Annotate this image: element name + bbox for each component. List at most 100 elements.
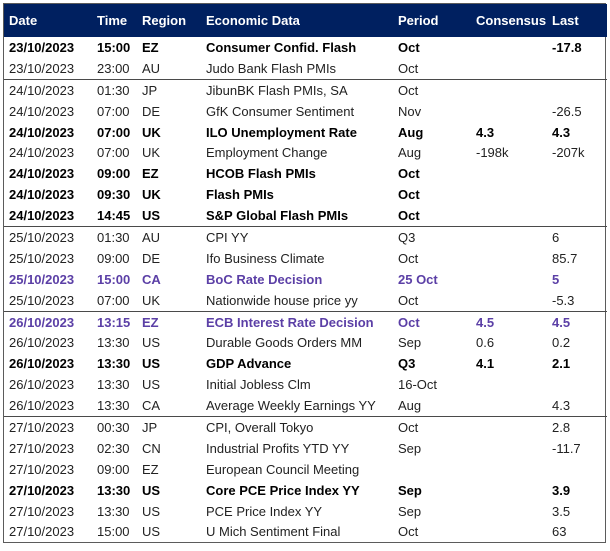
cell-date: 27/10/2023: [9, 461, 75, 477]
cell-region: JP: [137, 78, 201, 101]
table-row: 26/10/2023 13:15 EZ ECB Interest Rate Decis…: [4, 310, 607, 333]
cell-period: Sep: [398, 482, 422, 498]
cell-last: 4.3: [552, 124, 571, 140]
table-row: 26/10/2023 13:30 US Initial Jobless Clm 16-O…: [4, 374, 607, 395]
cell-time: 09:00: [97, 250, 130, 266]
cell-period: Sep: [398, 440, 422, 456]
cell-time: 09:00: [97, 461, 130, 477]
table-row: 25/10/2023 15:00 CA BoC Rate Decision 25 Oct…: [4, 269, 607, 290]
cell-region: US: [142, 377, 161, 393]
table-body: 23/10/2023 15:00 EZ Consumer Confid. Flash O…: [4, 37, 607, 542]
table-row: 24/10/2023 07:00 DE GfK Consumer Sentiment N…: [4, 101, 607, 122]
cell-time: 07:00: [97, 103, 130, 119]
cell-consensus: [471, 269, 547, 290]
cell-economic-data: Core PCE Price Index YY: [206, 482, 360, 498]
cell-economic-data: U Mich Sentiment Final: [206, 524, 341, 540]
cell-region: US: [142, 356, 161, 372]
cell-date: 23/10/2023: [9, 39, 75, 55]
cell-time: 13:30: [97, 398, 130, 414]
cell-region: UK: [142, 292, 161, 308]
cell-economic-data: ECB Interest Rate Decision: [201, 310, 393, 333]
cell-region: US: [142, 503, 161, 519]
cell-region: US: [142, 335, 161, 351]
cell-consensus: [471, 290, 547, 311]
cell-date: 25/10/2023: [4, 226, 92, 248]
cell-period: Oct: [393, 310, 471, 333]
table-row: 27/10/2023 09:00 EZ European Council Meetin…: [4, 459, 607, 480]
cell-period: Oct: [398, 60, 419, 76]
cell-period: [393, 459, 471, 480]
table-row: 24/10/2023 09:00 EZ HCOB Flash PMIs Oct: [4, 163, 607, 184]
cell-date: 24/10/2023: [9, 208, 75, 224]
cell-period: 16-Oct: [398, 377, 438, 393]
cell-date: 25/10/2023: [9, 292, 75, 308]
cell-consensus: [471, 101, 547, 122]
cell-last: [547, 163, 607, 184]
cell-last: 63: [552, 524, 567, 540]
cell-economic-data: ILO Unemployment Rate: [206, 124, 357, 140]
cell-time: 13:30: [97, 482, 131, 498]
cell-economic-data: Initial Jobless Clm: [206, 377, 311, 393]
cell-last: 4.5: [547, 310, 607, 333]
cell-economic-data: Employment Change: [206, 145, 328, 161]
header-region: Region: [137, 4, 201, 37]
cell-last: -26.5: [552, 103, 582, 119]
cell-date: 24/10/2023: [9, 103, 75, 119]
cell-region: US: [142, 524, 161, 540]
cell-period: Aug: [398, 145, 422, 161]
cell-economic-data: BoC Rate Decision: [206, 271, 323, 287]
cell-region: CN: [142, 440, 161, 456]
cell-last: 4.3: [552, 398, 571, 414]
cell-date: 25/10/2023: [9, 250, 75, 266]
cell-consensus: [471, 501, 547, 522]
cell-last: 5: [552, 271, 560, 287]
cell-period: Sep: [398, 335, 422, 351]
header-last: Last: [547, 4, 607, 37]
cell-economic-data: Durable Goods Orders MM: [206, 335, 363, 351]
cell-consensus: [471, 374, 547, 395]
cell-consensus: 4.1: [476, 356, 495, 372]
cell-region: UK: [142, 187, 161, 203]
cell-last: -11.7: [552, 440, 581, 456]
cell-consensus: [471, 480, 547, 501]
cell-region: JP: [137, 416, 201, 438]
cell-region: EZ: [142, 39, 159, 55]
cell-consensus: [471, 521, 547, 542]
cell-time: 09:30: [97, 187, 131, 203]
table-row: 27/10/2023 15:00 US U Mich Sentiment Final O…: [4, 521, 607, 542]
cell-last: [547, 205, 607, 226]
cell-economic-data: Average Weekly Earnings YY: [206, 398, 376, 414]
cell-time: 01:30: [92, 226, 137, 248]
cell-last: 2.8: [547, 416, 607, 438]
cell-time: 15:00: [97, 39, 131, 55]
cell-period: Oct: [398, 250, 419, 266]
cell-consensus: [471, 78, 547, 101]
cell-time: 23:00: [97, 60, 130, 76]
cell-time: 13:30: [97, 335, 130, 351]
cell-region: EZ: [142, 166, 159, 182]
cell-time: 15:00: [97, 524, 130, 540]
cell-consensus: [471, 58, 547, 79]
cell-time: 07:00: [97, 145, 130, 161]
cell-consensus: [471, 438, 547, 459]
cell-economic-data: Ifo Business Climate: [206, 250, 325, 266]
cell-last: -207k: [552, 145, 585, 161]
cell-last: 85.7: [552, 250, 578, 266]
cell-time: 13:15: [92, 310, 137, 333]
cell-economic-data: European Council Meeting: [206, 461, 360, 477]
cell-time: 15:00: [97, 271, 131, 287]
cell-time: 00:30: [92, 416, 137, 438]
table-row: 27/10/2023 02:30 CN Industrial Profits YTD …: [4, 438, 607, 459]
cell-date: 27/10/2023: [4, 416, 92, 438]
table-row: 27/10/2023 13:30 US Core PCE Price Index YY…: [4, 480, 607, 501]
cell-region: UK: [142, 124, 161, 140]
cell-last: 3.9: [552, 482, 571, 498]
cell-period: Oct: [398, 39, 420, 55]
cell-region: AU: [137, 226, 201, 248]
cell-date: 24/10/2023: [9, 145, 75, 161]
cell-economic-data: Consumer Confid. Flash: [206, 39, 357, 55]
cell-economic-data: HCOB Flash PMIs: [206, 166, 316, 182]
cell-period: Nov: [398, 103, 422, 119]
cell-region: US: [142, 208, 161, 224]
header-time: Time: [92, 4, 137, 37]
